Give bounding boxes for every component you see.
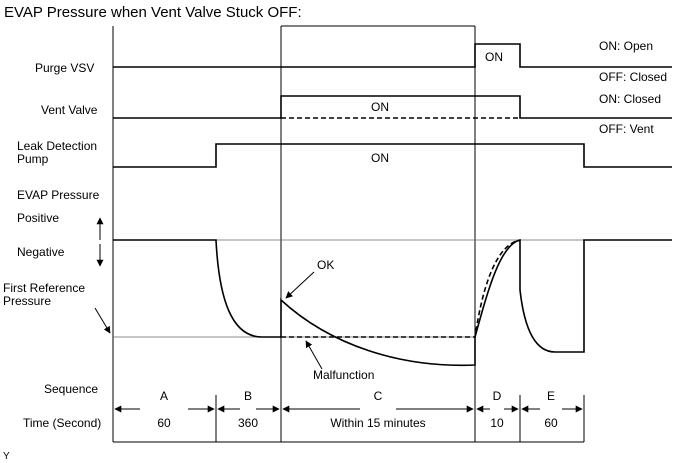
ok-pointer-arrow — [285, 271, 315, 299]
first-ref-label-line1: First Reference — [3, 281, 85, 295]
phase-b-time: 360 — [238, 416, 258, 430]
negative-label: Negative — [17, 245, 65, 259]
leak-pump-signal — [113, 143, 672, 168]
diagram-title: EVAP Pressure when Vent Valve Stuck OFF: — [4, 4, 302, 21]
phase-c-name: C — [374, 389, 383, 403]
footnote: Y — [3, 451, 10, 462]
purge-vsv-signal — [113, 43, 672, 68]
time-label: Time (Second) — [23, 416, 101, 430]
leak-pump-label-line1: Leak Detection — [17, 139, 97, 153]
state-on-open: ON: Open — [599, 39, 653, 53]
phase-d-time: 10 — [490, 416, 504, 430]
purge-vsv-label: Purge VSV — [35, 61, 94, 75]
evap-pressure-ok-curve — [281, 239, 521, 338]
state-on-closed: ON: Closed — [599, 92, 661, 106]
state-off-vent: OFF: Vent — [599, 122, 654, 136]
sequence-label: Sequence — [44, 382, 98, 396]
phase-c-time: Within 15 minutes — [330, 416, 425, 430]
phase-e-name: E — [547, 389, 555, 403]
phase-b-name: B — [244, 389, 252, 403]
vent-valve-signal — [113, 95, 672, 119]
phase-d-name: D — [493, 389, 502, 403]
vent-valve-label: Vent Valve — [41, 103, 98, 117]
purge-on-label: ON — [485, 50, 503, 64]
vent-on-label: ON — [371, 100, 389, 114]
state-off-closed: OFF: Closed — [599, 70, 667, 84]
malfunction-annotation: Malfunction — [313, 368, 374, 382]
pump-on-label: ON — [371, 151, 389, 165]
ok-annotation: OK — [317, 258, 334, 272]
evap-pressure-curve — [113, 238, 672, 367]
phase-e-time: 60 — [544, 416, 558, 430]
evap-pressure-label: EVAP Pressure — [17, 188, 100, 202]
phase-a-name: A — [160, 389, 168, 403]
first-ref-pointer-arrow — [94, 307, 111, 334]
malfunction-pointer-arrow — [305, 340, 323, 370]
positive-label: Positive — [17, 211, 59, 225]
phase-a-time: 60 — [157, 416, 171, 430]
leak-pump-label-line2: Pump — [17, 152, 49, 166]
first-ref-label-line2: Pressure — [3, 294, 51, 308]
